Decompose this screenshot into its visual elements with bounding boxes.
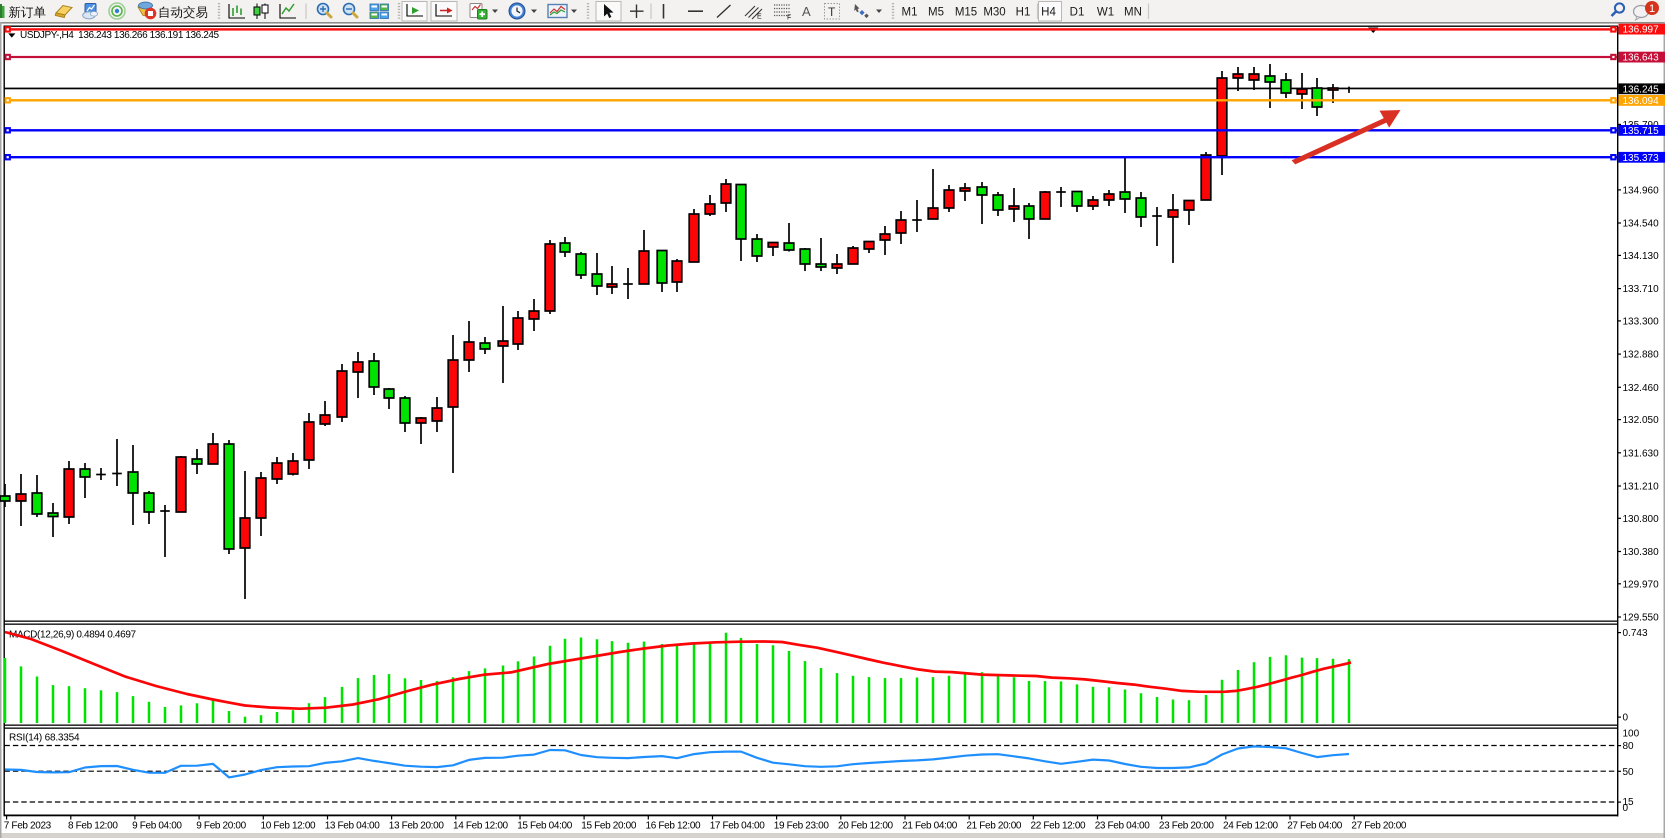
svg-text:15 Feb 04:00: 15 Feb 04:00 xyxy=(517,821,573,832)
svg-text:0.743: 0.743 xyxy=(1623,628,1648,639)
svg-text:13 Feb 04:00: 13 Feb 04:00 xyxy=(325,821,381,832)
svg-text:16 Feb 12:00: 16 Feb 12:00 xyxy=(646,821,702,832)
svg-text:24 Feb 12:00: 24 Feb 12:00 xyxy=(1223,821,1279,832)
svg-text:0: 0 xyxy=(1623,713,1629,724)
svg-text:8 Feb 12:00: 8 Feb 12:00 xyxy=(68,821,118,832)
svg-text:H1: H1 xyxy=(1016,7,1031,19)
svg-text:134.130: 134.130 xyxy=(1623,251,1660,262)
svg-text:USDJPY-,H4 136.243 136.266 13: USDJPY-,H4 136.243 136.266 136.191 136.2… xyxy=(20,30,220,41)
svg-text:23 Feb 20:00: 23 Feb 20:00 xyxy=(1159,821,1215,832)
svg-text:M30: M30 xyxy=(983,7,1005,19)
svg-text:E: E xyxy=(757,14,762,21)
svg-text:50: 50 xyxy=(1623,767,1635,778)
svg-text:80: 80 xyxy=(1623,741,1635,752)
svg-text:129.970: 129.970 xyxy=(1623,579,1660,590)
svg-text:14 Feb 12:00: 14 Feb 12:00 xyxy=(453,821,509,832)
svg-text:RSI(14) 68.3354: RSI(14) 68.3354 xyxy=(9,732,80,743)
svg-text:132.050: 132.050 xyxy=(1623,415,1660,426)
svg-text:27 Feb 20:00: 27 Feb 20:00 xyxy=(1351,821,1407,832)
svg-text:135.715: 135.715 xyxy=(1623,126,1660,137)
svg-text:MN: MN xyxy=(1124,7,1142,19)
svg-text:M1: M1 xyxy=(902,7,918,19)
svg-text:A: A xyxy=(802,4,811,19)
svg-text:M15: M15 xyxy=(955,7,977,19)
svg-text:0: 0 xyxy=(1623,803,1629,814)
svg-text:M5: M5 xyxy=(928,7,944,19)
svg-text:136.643: 136.643 xyxy=(1623,53,1660,64)
svg-text:132.880: 132.880 xyxy=(1623,350,1660,361)
svg-text:15: 15 xyxy=(1623,797,1635,808)
svg-text:130.380: 130.380 xyxy=(1623,547,1660,558)
svg-text:W1: W1 xyxy=(1097,7,1114,19)
svg-text:19 Feb 23:00: 19 Feb 23:00 xyxy=(774,821,830,832)
svg-text:136.245: 136.245 xyxy=(1623,84,1660,95)
svg-text:130.800: 130.800 xyxy=(1623,514,1660,525)
svg-text:131.210: 131.210 xyxy=(1623,482,1660,493)
svg-text:D1: D1 xyxy=(1070,7,1085,19)
svg-text:T: T xyxy=(828,5,836,19)
svg-text:136.094: 136.094 xyxy=(1623,96,1660,107)
svg-text:21 Feb 04:00: 21 Feb 04:00 xyxy=(902,821,958,832)
svg-text:21 Feb 20:00: 21 Feb 20:00 xyxy=(966,821,1022,832)
svg-text:10 Feb 12:00: 10 Feb 12:00 xyxy=(261,821,317,832)
svg-text:23 Feb 04:00: 23 Feb 04:00 xyxy=(1095,821,1151,832)
svg-text:17 Feb 04:00: 17 Feb 04:00 xyxy=(710,821,766,832)
svg-text:H4: H4 xyxy=(1041,7,1056,19)
svg-text:27 Feb 04:00: 27 Feb 04:00 xyxy=(1287,821,1343,832)
svg-text:MACD(12,26,9) 0.4894 0.4697: MACD(12,26,9) 0.4894 0.4697 xyxy=(9,629,137,640)
svg-text:133.300: 133.300 xyxy=(1623,317,1660,328)
svg-text:134.960: 134.960 xyxy=(1623,186,1660,197)
svg-text:134.540: 134.540 xyxy=(1623,219,1660,230)
svg-text:22 Feb 12:00: 22 Feb 12:00 xyxy=(1031,821,1087,832)
svg-text:F: F xyxy=(787,15,791,22)
svg-text:132.460: 132.460 xyxy=(1623,383,1660,394)
svg-text:133.710: 133.710 xyxy=(1623,284,1660,295)
svg-text:100: 100 xyxy=(1623,728,1640,739)
svg-text:131.630: 131.630 xyxy=(1623,448,1660,459)
svg-text:129.550: 129.550 xyxy=(1623,613,1660,624)
svg-text:135.373: 135.373 xyxy=(1623,153,1660,164)
svg-text:7 Feb 2023: 7 Feb 2023 xyxy=(4,821,52,832)
svg-text:20 Feb 12:00: 20 Feb 12:00 xyxy=(838,821,894,832)
svg-text:9 Feb 20:00: 9 Feb 20:00 xyxy=(196,821,246,832)
svg-text:1: 1 xyxy=(1649,3,1655,15)
svg-text:13 Feb 20:00: 13 Feb 20:00 xyxy=(389,821,445,832)
svg-text:136.997: 136.997 xyxy=(1623,25,1660,36)
svg-text:15 Feb 20:00: 15 Feb 20:00 xyxy=(581,821,637,832)
svg-text:9 Feb 04:00: 9 Feb 04:00 xyxy=(132,821,182,832)
